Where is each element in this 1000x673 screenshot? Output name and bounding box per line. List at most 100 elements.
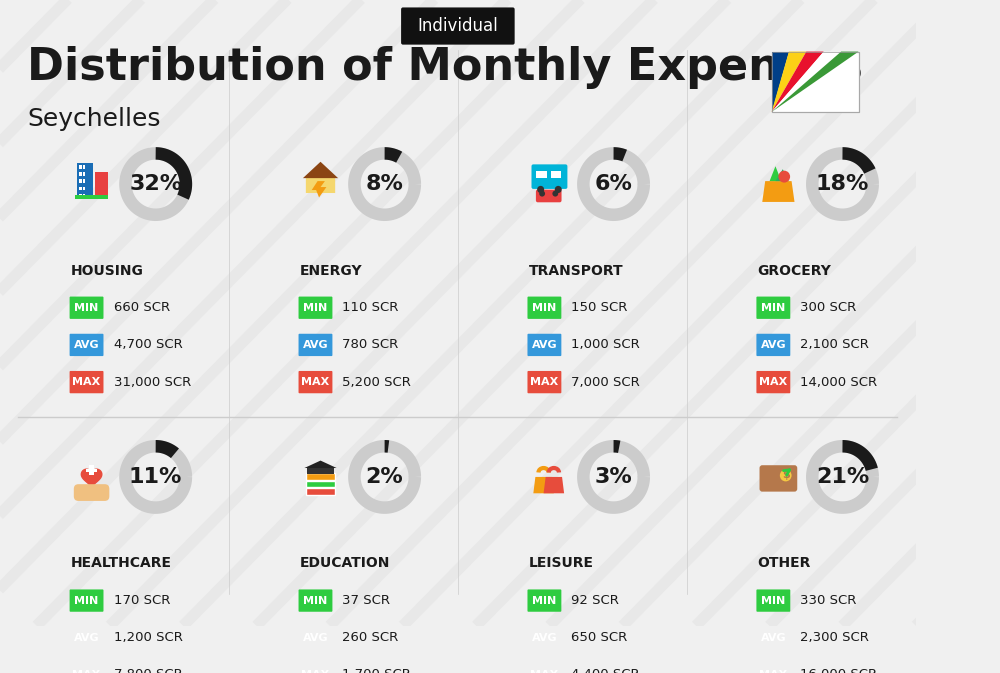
FancyBboxPatch shape <box>299 664 332 673</box>
Bar <box>83 172 85 176</box>
Polygon shape <box>772 52 824 112</box>
Polygon shape <box>772 52 841 112</box>
FancyBboxPatch shape <box>401 7 515 44</box>
Bar <box>79 180 82 183</box>
Polygon shape <box>544 477 564 493</box>
Bar <box>536 171 547 178</box>
Polygon shape <box>312 181 326 197</box>
Text: 16,000 SCR: 16,000 SCR <box>800 668 877 673</box>
Text: MIN: MIN <box>761 596 785 606</box>
Text: 37 SCR: 37 SCR <box>342 594 390 607</box>
Bar <box>79 194 82 197</box>
FancyBboxPatch shape <box>756 334 790 356</box>
Text: AVG: AVG <box>74 340 99 350</box>
Text: MAX: MAX <box>301 377 330 387</box>
Text: MIN: MIN <box>532 596 557 606</box>
Text: 2%: 2% <box>366 467 403 487</box>
Text: 4,400 SCR: 4,400 SCR <box>571 668 640 673</box>
Text: 18%: 18% <box>816 174 869 194</box>
FancyBboxPatch shape <box>532 164 567 189</box>
Text: AVG: AVG <box>761 633 786 643</box>
Bar <box>307 468 334 474</box>
FancyBboxPatch shape <box>756 590 790 612</box>
FancyBboxPatch shape <box>760 465 797 492</box>
Polygon shape <box>533 477 554 493</box>
FancyBboxPatch shape <box>756 664 790 673</box>
Polygon shape <box>303 162 338 178</box>
Bar <box>306 481 335 487</box>
FancyBboxPatch shape <box>70 664 103 673</box>
Text: 2,100 SCR: 2,100 SCR <box>800 339 869 351</box>
Circle shape <box>778 171 790 182</box>
Text: Seychelles: Seychelles <box>27 107 161 131</box>
Text: 11%: 11% <box>129 467 182 487</box>
Text: 5,200 SCR: 5,200 SCR <box>342 376 411 388</box>
Polygon shape <box>306 166 335 193</box>
Text: MAX: MAX <box>301 670 330 673</box>
FancyBboxPatch shape <box>74 484 109 501</box>
Text: MIN: MIN <box>74 596 99 606</box>
FancyBboxPatch shape <box>756 627 790 649</box>
Circle shape <box>552 190 558 197</box>
Text: Individual: Individual <box>418 17 498 35</box>
Text: MAX: MAX <box>759 377 787 387</box>
Text: 780 SCR: 780 SCR <box>342 339 399 351</box>
Bar <box>79 172 82 176</box>
FancyBboxPatch shape <box>299 297 332 319</box>
Text: 1,700 SCR: 1,700 SCR <box>342 668 411 673</box>
FancyBboxPatch shape <box>527 371 561 393</box>
Text: AVG: AVG <box>74 633 99 643</box>
Text: 1,000 SCR: 1,000 SCR <box>571 339 640 351</box>
Polygon shape <box>304 460 337 468</box>
FancyBboxPatch shape <box>70 334 103 356</box>
Text: 7,800 SCR: 7,800 SCR <box>114 668 182 673</box>
Text: MIN: MIN <box>74 303 99 313</box>
Polygon shape <box>772 52 789 112</box>
FancyBboxPatch shape <box>536 190 562 203</box>
Text: HEALTHCARE: HEALTHCARE <box>71 557 172 571</box>
Text: ENERGY: ENERGY <box>299 264 362 277</box>
Text: MAX: MAX <box>530 377 559 387</box>
Circle shape <box>537 186 544 193</box>
Polygon shape <box>81 469 102 488</box>
Text: 14,000 SCR: 14,000 SCR <box>800 376 877 388</box>
Text: 32%: 32% <box>129 174 182 194</box>
Text: 7,000 SCR: 7,000 SCR <box>571 376 640 388</box>
Polygon shape <box>770 166 781 181</box>
Text: 170 SCR: 170 SCR <box>114 594 170 607</box>
Bar <box>86 469 97 472</box>
Text: 31,000 SCR: 31,000 SCR <box>114 376 191 388</box>
Bar <box>75 195 108 199</box>
Text: 660 SCR: 660 SCR <box>114 302 170 314</box>
FancyBboxPatch shape <box>527 334 561 356</box>
Text: TRANSPORT: TRANSPORT <box>528 264 623 277</box>
Text: 8%: 8% <box>366 174 404 194</box>
Circle shape <box>780 470 792 481</box>
Text: MIN: MIN <box>303 303 328 313</box>
Text: GROCERY: GROCERY <box>757 264 831 277</box>
FancyBboxPatch shape <box>527 664 561 673</box>
Bar <box>306 473 335 480</box>
Text: HOUSING: HOUSING <box>71 264 143 277</box>
Polygon shape <box>772 52 859 112</box>
Circle shape <box>555 186 562 193</box>
Text: AVG: AVG <box>303 633 328 643</box>
Text: 330 SCR: 330 SCR <box>800 594 857 607</box>
FancyBboxPatch shape <box>527 627 561 649</box>
Text: MAX: MAX <box>759 670 787 673</box>
FancyBboxPatch shape <box>299 371 332 393</box>
Text: 3%: 3% <box>595 467 632 487</box>
Text: 92 SCR: 92 SCR <box>571 594 619 607</box>
Polygon shape <box>762 181 795 202</box>
Bar <box>79 186 82 190</box>
Bar <box>83 194 85 197</box>
Text: EDUCATION: EDUCATION <box>299 557 390 571</box>
Polygon shape <box>775 169 789 181</box>
Bar <box>772 52 859 112</box>
Bar <box>551 171 561 178</box>
Text: MAX: MAX <box>72 670 101 673</box>
Text: Distribution of Monthly Expenses: Distribution of Monthly Expenses <box>27 46 863 90</box>
Text: OTHER: OTHER <box>757 557 811 571</box>
Circle shape <box>539 190 545 197</box>
Bar <box>77 164 93 199</box>
